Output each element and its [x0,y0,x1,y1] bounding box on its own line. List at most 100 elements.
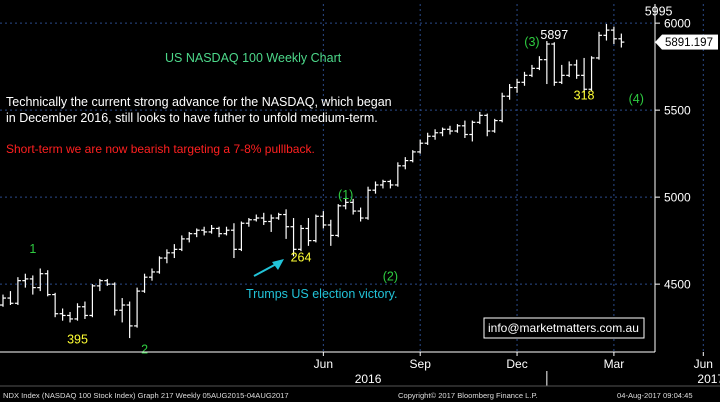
y-tick-label: 6000 [664,17,691,31]
email-text: info@marketmatters.com.au [488,321,639,335]
ohlc-bar [469,120,476,142]
ohlc-bar [461,120,468,138]
ohlc-bar [342,198,349,210]
wave-annotation: (3) [524,35,539,49]
email-box: info@marketmatters.com.au [483,317,645,339]
election-label: Trumps US election victory. [246,287,397,301]
last-price-label: 5891.197 [665,37,713,49]
x-month-label: Jun [314,357,333,371]
ohlc-bar [417,139,424,154]
ohlc-bar [52,292,59,318]
ohlc-bar [327,219,334,246]
y-axis: 4500 5000 5500 6000 [654,4,691,352]
ohlc-bar [581,57,588,93]
ohlc-bar [283,209,290,239]
wave-annotation: (4) [629,92,644,106]
x-year-label: 2017 [697,372,720,386]
ohlc-bar [67,311,74,323]
x-month-label: Jun [694,357,713,371]
footer-right: 04-Aug-2017 09:04:45 [617,391,693,400]
wave-annotations: 1 395 2 264 (1) (2) (3) 5897 318 (4) 5995 [29,4,672,356]
ohlc-bar [253,214,260,222]
ohlc-bar [312,214,319,243]
wave-annotation: 5897 [540,28,568,42]
ohlc-bar [365,186,372,220]
ohlc-bar [119,298,126,323]
ohlc-bar [528,64,535,78]
commentary-line-2: in December 2016, still looks to have fu… [6,111,378,125]
ohlc-bar [163,249,170,264]
ohlc-bar [536,56,543,71]
commentary-line-1: Technically the current strong advance f… [6,95,392,109]
wave-annotation: 264 [291,251,312,265]
ohlc-bar [379,179,386,189]
ohlc-bar [223,226,230,236]
ohlc-bar [424,132,431,145]
ohlc-bar [506,84,513,100]
ohlc-bar [454,124,461,133]
ohlc-bar [74,303,81,321]
wave-annotation: 2 [141,343,148,357]
footer-center: Copyright© 2017 Bloomberg Finance L.P. [398,391,538,400]
ohlc-bar [104,278,111,286]
x-month-label: Sep [410,357,432,371]
election-arrow [253,259,284,277]
y-tick-label: 5500 [664,104,691,118]
ohlc-bar [566,61,573,78]
footer-left: NDX Index (NASDAQ 100 Stock Index) Graph… [3,391,289,400]
last-price-marker: 5891.197 [655,34,718,50]
ohlc-bar [499,92,506,123]
ohlc-bar [14,277,21,306]
ohlc-bar [551,42,558,86]
x-month-label: Dec [506,357,527,371]
ohlc-bar [59,308,66,321]
ohlc-bar [260,212,267,225]
ohlc-bar [208,224,215,234]
ohlc-bar [156,256,163,274]
ohlc-bar [44,270,51,297]
ohlc-bar [149,268,155,281]
ohlc-bar [335,204,342,238]
ohlc-bar [268,214,275,232]
wave-annotation: 5995 [645,4,673,18]
wave-annotation: 318 [574,89,595,103]
ohlc-bar [111,282,118,316]
ohlc-bar [141,273,148,293]
ohlc-bar [618,33,625,48]
ohlc-bar [201,226,208,236]
ohlc-bar [357,207,364,222]
ohlc-bar [238,221,245,252]
ohlc-bar [305,218,312,246]
x-month-label: Mar [604,357,625,371]
ohlc-bar [178,235,185,252]
ohlc-bar [402,157,409,170]
ohlc-bar [7,291,14,306]
ohlc-bar [350,198,357,215]
wave-annotation: (1) [338,188,353,202]
ohlc-bar [89,284,96,318]
ohlc-bar [394,162,401,187]
ohlc-bar [298,224,304,252]
ohlc-bar [81,301,88,319]
ohlc-bar [29,275,36,295]
x-axis: Jun Sep Dec Mar Jun 2016 2017 [0,351,720,386]
ohlc-bar [193,228,200,238]
ohlc-bar [558,64,565,85]
ohlc-bar [96,278,103,292]
wave-annotation: 1 [29,242,36,256]
x-year-label: 2016 [355,372,382,386]
ohlc-bar [447,125,453,135]
ohlc-bar [216,226,223,238]
ohlc-bar [543,41,550,85]
ohlc-bar [484,113,491,137]
ohlc-bar [22,273,29,288]
ohlc-bar [588,56,595,91]
footer-bar: NDX Index (NASDAQ 100 Stock Index) Graph… [0,385,720,402]
ohlc-bar [320,211,327,229]
ohlc-bar [476,111,483,125]
ohlc-bar [0,294,6,307]
ohlc-bar [275,212,282,220]
